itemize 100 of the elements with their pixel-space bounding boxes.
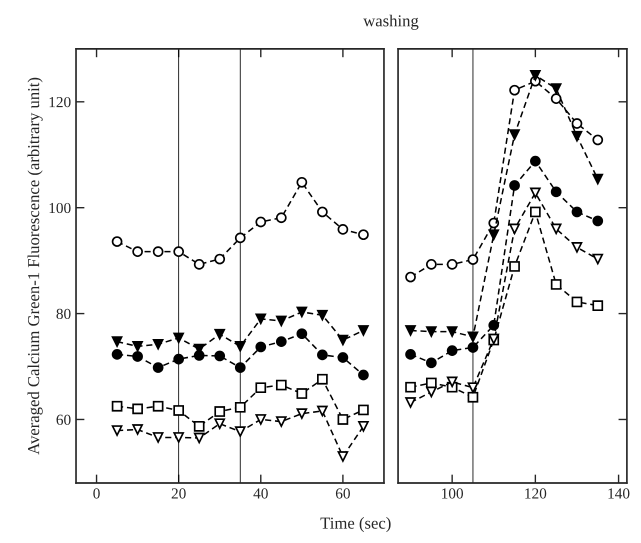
point <box>152 400 164 412</box>
point <box>276 380 287 390</box>
point <box>132 246 143 257</box>
point <box>530 70 541 81</box>
point <box>296 388 308 399</box>
point <box>446 376 458 388</box>
point <box>446 326 458 337</box>
point <box>488 229 500 240</box>
point <box>214 254 226 264</box>
point <box>468 382 478 394</box>
point <box>592 174 604 184</box>
point <box>296 408 308 419</box>
point <box>132 404 143 414</box>
point <box>317 310 328 321</box>
point <box>194 432 205 444</box>
point <box>112 349 122 360</box>
point <box>152 338 164 350</box>
point <box>530 156 541 166</box>
point <box>572 242 582 253</box>
point <box>592 134 604 146</box>
point <box>550 186 562 198</box>
x-tick-label: 20 <box>172 488 186 499</box>
point <box>255 216 266 228</box>
point <box>173 405 184 416</box>
point <box>296 176 308 188</box>
point <box>358 325 369 336</box>
point <box>132 351 143 362</box>
point <box>468 342 478 353</box>
y-axis-title: Averaged Calcium Green-1 Fluorescence (arbitrary unit) <box>28 78 43 455</box>
x-axis-title: Time (sec) <box>320 517 391 532</box>
point <box>276 416 287 427</box>
point <box>112 400 122 412</box>
point <box>550 279 562 290</box>
point <box>112 336 122 347</box>
point <box>509 180 520 191</box>
point <box>358 229 369 240</box>
point <box>194 421 205 432</box>
point <box>234 232 246 244</box>
point <box>276 212 287 224</box>
x-tick-label: 40 <box>253 488 268 499</box>
y-tick-label: 120 <box>50 96 71 108</box>
point <box>592 216 604 226</box>
point <box>405 325 416 336</box>
point <box>173 332 184 344</box>
point <box>338 451 348 462</box>
point <box>446 258 458 270</box>
point <box>468 332 478 342</box>
point <box>214 418 226 430</box>
point <box>152 432 164 443</box>
point <box>550 93 562 104</box>
point <box>276 316 287 326</box>
x-tick-label: 140 <box>608 488 630 499</box>
point <box>276 336 287 347</box>
point <box>112 425 122 436</box>
point <box>468 392 478 403</box>
point <box>234 426 246 437</box>
point <box>509 224 520 234</box>
point <box>173 432 184 443</box>
point <box>488 218 500 228</box>
point <box>338 352 348 363</box>
point <box>317 374 328 385</box>
point <box>234 402 246 413</box>
point <box>132 424 143 435</box>
point <box>550 83 562 94</box>
point <box>255 382 266 394</box>
point <box>358 404 369 416</box>
point <box>214 406 226 417</box>
point <box>173 246 184 257</box>
point <box>426 258 437 270</box>
point <box>550 224 562 234</box>
y-tick-label: 100 <box>50 202 71 214</box>
point <box>152 362 164 373</box>
point <box>152 246 164 257</box>
point <box>214 350 226 362</box>
x-tick-label: 100 <box>442 488 464 499</box>
point <box>509 129 520 140</box>
point <box>234 362 246 373</box>
y-tick-label: 60 <box>56 414 71 425</box>
point <box>255 314 266 324</box>
point <box>173 354 184 364</box>
point <box>358 370 369 380</box>
point <box>530 206 541 218</box>
point <box>317 350 328 360</box>
point <box>338 334 348 346</box>
x-tick-label: 120 <box>525 488 546 499</box>
point <box>194 258 205 270</box>
point <box>509 84 520 96</box>
x-tick-label: 0 <box>93 488 100 499</box>
point <box>405 382 416 393</box>
point <box>194 350 205 361</box>
point <box>296 328 308 340</box>
point <box>132 341 143 352</box>
point <box>446 345 458 356</box>
point <box>572 206 582 218</box>
point <box>405 349 416 360</box>
point <box>338 224 348 235</box>
point <box>592 300 604 311</box>
point <box>592 254 604 264</box>
point <box>572 118 582 129</box>
point <box>572 296 582 308</box>
